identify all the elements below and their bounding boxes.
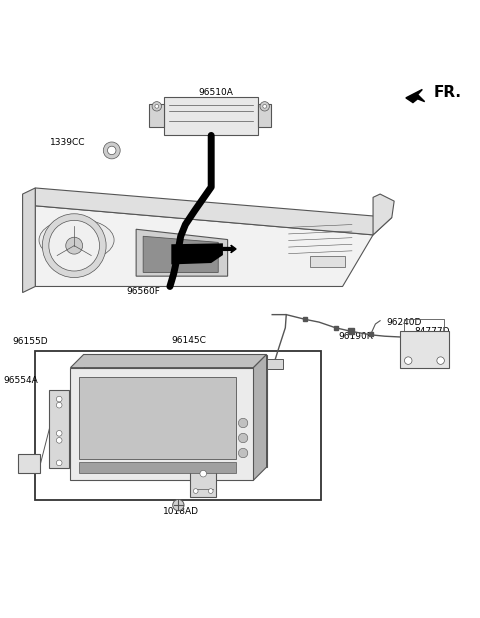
Text: 96155D: 96155D — [12, 337, 48, 346]
Circle shape — [152, 101, 161, 111]
Circle shape — [66, 237, 83, 254]
Circle shape — [56, 438, 62, 443]
Polygon shape — [71, 355, 266, 368]
Bar — [266, 358, 283, 369]
Text: FR.: FR. — [434, 85, 462, 99]
Circle shape — [239, 418, 248, 428]
Circle shape — [103, 142, 120, 159]
Polygon shape — [253, 355, 266, 480]
Polygon shape — [406, 90, 425, 103]
Circle shape — [263, 104, 266, 108]
Text: 96240D: 96240D — [387, 318, 422, 327]
Bar — [149, 104, 164, 127]
Circle shape — [405, 357, 412, 365]
Text: 96545: 96545 — [257, 384, 286, 393]
Circle shape — [108, 146, 116, 154]
Circle shape — [56, 460, 62, 466]
Polygon shape — [35, 206, 373, 287]
Polygon shape — [171, 243, 223, 265]
Circle shape — [208, 489, 213, 493]
Circle shape — [155, 104, 159, 108]
Bar — [79, 377, 236, 459]
Text: 1339CC: 1339CC — [50, 138, 86, 147]
Polygon shape — [136, 229, 228, 276]
Circle shape — [56, 431, 62, 436]
Circle shape — [193, 489, 198, 493]
Bar — [35, 351, 322, 500]
Bar — [164, 97, 258, 135]
Bar — [79, 462, 236, 473]
Text: 96554A: 96554A — [4, 376, 38, 385]
Polygon shape — [143, 236, 218, 273]
Circle shape — [173, 499, 184, 510]
Text: 96145C: 96145C — [171, 336, 206, 345]
Polygon shape — [223, 245, 236, 253]
Circle shape — [437, 357, 444, 365]
Circle shape — [239, 433, 248, 442]
Text: 96510A: 96510A — [198, 88, 233, 97]
Bar — [310, 255, 345, 267]
Text: 96560F: 96560F — [126, 287, 160, 296]
Text: 1018AD: 1018AD — [163, 507, 199, 516]
Text: 96155E: 96155E — [206, 404, 240, 413]
Bar — [71, 368, 253, 480]
Bar — [190, 466, 216, 497]
Circle shape — [200, 470, 206, 477]
Circle shape — [239, 448, 248, 458]
Polygon shape — [23, 188, 35, 292]
Circle shape — [49, 221, 99, 271]
Polygon shape — [35, 188, 392, 235]
Polygon shape — [373, 194, 394, 235]
Circle shape — [56, 396, 62, 402]
Circle shape — [260, 101, 269, 111]
Ellipse shape — [39, 219, 114, 261]
Text: 96190R: 96190R — [338, 332, 373, 341]
Circle shape — [42, 214, 106, 277]
Bar — [18, 454, 40, 473]
Bar — [258, 104, 271, 127]
Text: 84777D: 84777D — [414, 327, 449, 336]
Circle shape — [56, 402, 62, 408]
Bar — [49, 390, 69, 468]
Bar — [84, 355, 266, 467]
Bar — [400, 331, 449, 368]
